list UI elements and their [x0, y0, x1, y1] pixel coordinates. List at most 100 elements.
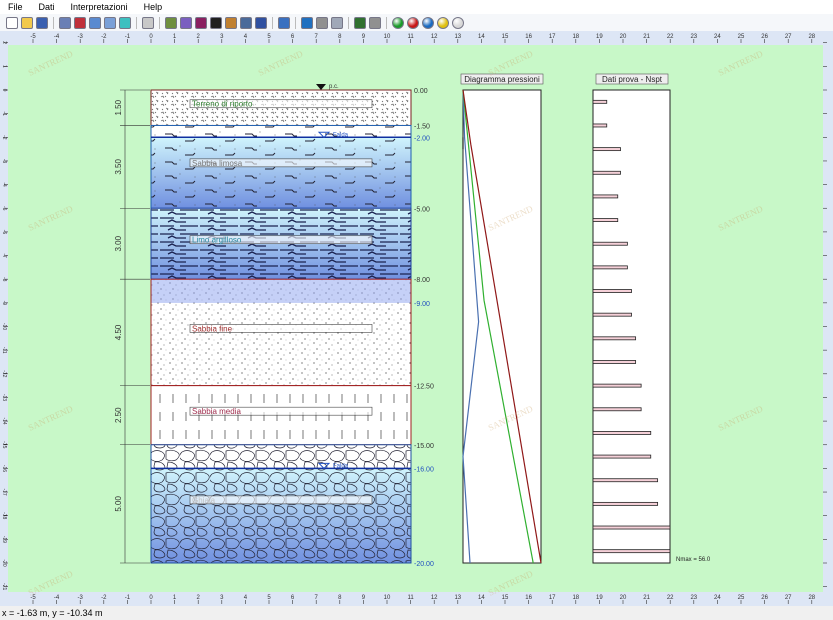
left-ruler-label: -15 — [1, 441, 7, 448]
toolbar-separator — [159, 16, 160, 29]
save-icon[interactable] — [36, 16, 48, 29]
rulers: -5-5-4-4-3-3-2-2-1-100112233445566778899… — [0, 31, 833, 606]
top-ruler-label: 2 — [197, 34, 201, 40]
bottom-ruler-label: 28 — [808, 595, 815, 601]
bottom-ruler-label: 20 — [620, 595, 627, 601]
left-ruler-label: -3 — [1, 159, 7, 164]
document-icon[interactable] — [331, 16, 343, 29]
bottom-ruler-label: 16 — [525, 595, 532, 601]
layer-thickness: 3.50 — [114, 159, 123, 175]
layer-label-box — [189, 99, 373, 109]
top-ruler-label: 19 — [596, 34, 603, 40]
nspt-bar — [592, 147, 621, 152]
toolbar — [0, 14, 833, 31]
nspt-bar — [592, 549, 671, 554]
edit-icon[interactable] — [104, 16, 116, 29]
grid-icon[interactable] — [142, 16, 154, 29]
export-icon[interactable] — [278, 16, 290, 29]
pressure-series-line — [462, 89, 480, 564]
bottom-ruler-label: 13 — [454, 595, 461, 601]
depth-label: -16.00 — [414, 466, 434, 473]
layer-thickness: 5.00 — [114, 496, 123, 512]
bottom-ruler-label: 21 — [643, 595, 650, 601]
nspt-bar — [592, 383, 642, 388]
left-ruler-label: -21 — [1, 583, 7, 590]
left-ruler-label: -8 — [1, 277, 7, 282]
bottom-ruler-label: 11 — [407, 595, 414, 601]
left-ruler-label: -6 — [1, 230, 7, 235]
top-ruler-label: 23 — [690, 34, 697, 40]
nspt-bar — [592, 312, 632, 317]
drawing-canvas[interactable]: -5-5-4-4-3-3-2-2-1-100112233445566778899… — [0, 31, 833, 606]
top-ruler-label: 13 — [454, 34, 461, 40]
report-icon[interactable] — [59, 16, 71, 29]
window-icon[interactable] — [240, 16, 252, 29]
image-icon[interactable] — [74, 16, 86, 29]
bottom-ruler-label: 1 — [173, 595, 177, 601]
blue-ball-icon[interactable] — [422, 16, 434, 29]
depth-label: -8.00 — [414, 277, 430, 284]
diamond-icon[interactable] — [301, 16, 313, 29]
layer-name: Terreno di riporto — [192, 100, 253, 109]
bottom-ruler-label: 10 — [384, 595, 391, 601]
top-ruler-label: -2 — [101, 34, 107, 40]
top-ruler-label: 17 — [549, 34, 556, 40]
top-ruler-label: 9 — [362, 34, 366, 40]
top-ruler-label: 14 — [478, 34, 485, 40]
layer-label-box — [189, 324, 373, 333]
top-ruler-label: -5 — [30, 34, 36, 40]
chart-tool-icon[interactable] — [354, 16, 366, 29]
bottom-ruler-label: 3 — [220, 595, 224, 601]
nspt-bar — [592, 170, 621, 175]
green-ball-icon[interactable] — [392, 16, 404, 29]
open-folder-icon[interactable] — [21, 16, 33, 29]
table-icon[interactable] — [210, 16, 222, 29]
pressure-chart-title: Diagramma pressioni — [464, 75, 540, 84]
nspt-bar — [592, 431, 652, 435]
books-icon[interactable] — [225, 16, 237, 29]
bottom-ruler-label: 8 — [338, 595, 342, 601]
red-ball-icon[interactable] — [407, 16, 419, 29]
nspt-bar — [592, 265, 628, 270]
edit-doc-icon[interactable] — [89, 16, 101, 29]
bottom-ruler-label: 26 — [761, 595, 768, 601]
new-file-icon[interactable] — [6, 16, 18, 29]
left-ruler-label: -10 — [1, 323, 7, 330]
picture-icon[interactable] — [165, 16, 177, 29]
top-ruler-label: 20 — [620, 34, 627, 40]
menu-file[interactable]: File — [8, 2, 23, 12]
layer-label-box — [189, 235, 373, 245]
depth-label: 0.00 — [414, 88, 428, 95]
top-ruler-label: 12 — [431, 34, 438, 40]
nspt-bar — [592, 289, 632, 293]
nspt-title-box — [595, 73, 669, 85]
tools-icon[interactable] — [316, 16, 328, 29]
gear-icon[interactable] — [180, 16, 192, 29]
print-icon[interactable] — [369, 16, 381, 29]
depth-label: -20.00 — [414, 561, 434, 568]
bar-chart-icon[interactable] — [195, 16, 207, 29]
top-ruler-label: 28 — [808, 34, 815, 40]
top-ruler-label: 26 — [761, 34, 768, 40]
left-ruler — [0, 31, 8, 606]
top-ruler-label: 22 — [667, 34, 674, 40]
flask-icon[interactable] — [119, 16, 131, 29]
depth-label: -9.00 — [414, 301, 430, 308]
menu-dati[interactable]: Dati — [38, 2, 55, 12]
yellow-ball-icon[interactable] — [437, 16, 449, 29]
line-chart-icon[interactable] — [255, 16, 267, 29]
nspt-bar — [592, 407, 642, 412]
bottom-ruler-label: 25 — [738, 595, 745, 601]
menu-interpretazioni[interactable]: Interpretazioni — [70, 2, 128, 12]
top-ruler-label: 3 — [220, 34, 224, 40]
top-ruler-label: 6 — [291, 34, 295, 40]
top-ruler-label: 16 — [525, 34, 532, 40]
pressure-diagram: Diagramma pressioni — [460, 73, 544, 564]
bottom-ruler-label: 23 — [690, 595, 697, 601]
pressure-series-line — [462, 89, 534, 564]
top-ruler-label: 18 — [572, 34, 579, 40]
right-ruler — [823, 31, 833, 606]
white-ball-icon[interactable] — [452, 16, 464, 29]
menu-help[interactable]: Help — [143, 2, 163, 12]
nspt-bar — [592, 454, 652, 459]
